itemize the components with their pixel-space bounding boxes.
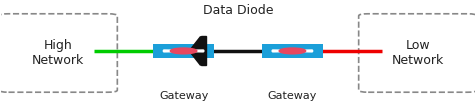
Circle shape xyxy=(279,48,306,54)
Text: Low
Network: Low Network xyxy=(392,39,444,67)
FancyBboxPatch shape xyxy=(0,14,117,92)
Circle shape xyxy=(170,48,197,54)
FancyBboxPatch shape xyxy=(262,44,323,58)
Text: Gateway: Gateway xyxy=(159,91,208,101)
Polygon shape xyxy=(189,36,200,65)
FancyBboxPatch shape xyxy=(359,14,476,92)
Text: Data Diode: Data Diode xyxy=(203,4,273,17)
FancyBboxPatch shape xyxy=(153,44,214,58)
Bar xyxy=(200,36,206,65)
Text: High
Network: High Network xyxy=(32,39,84,67)
Text: Gateway: Gateway xyxy=(268,91,317,101)
